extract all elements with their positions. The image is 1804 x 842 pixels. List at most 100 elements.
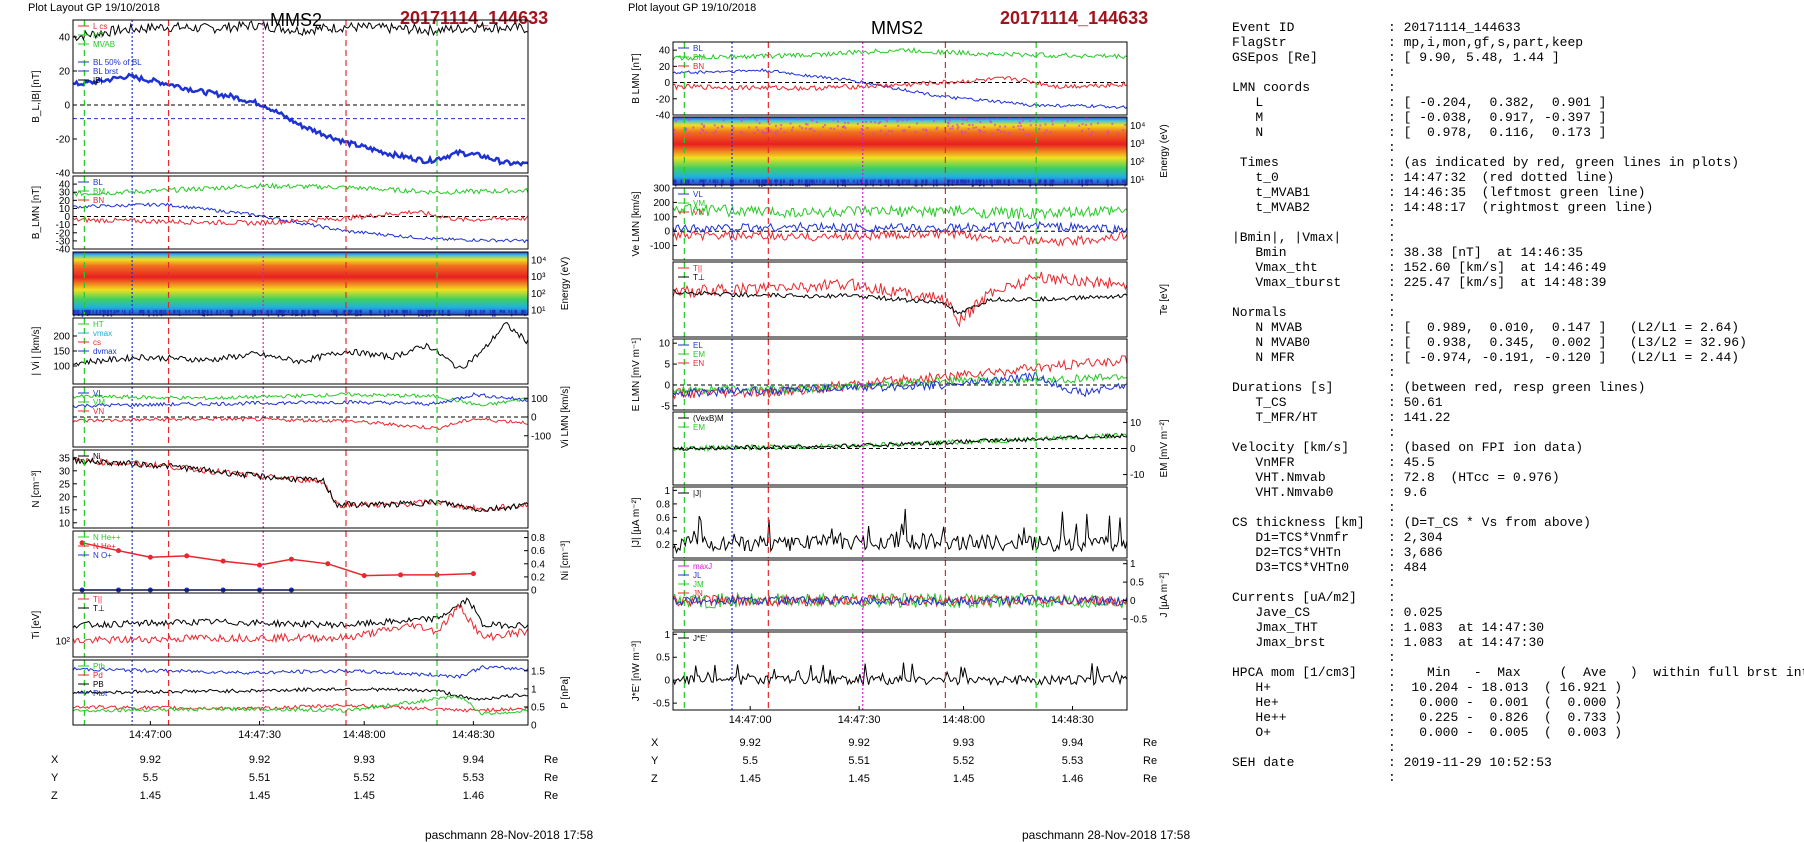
summary-row: : — [1232, 140, 1396, 155]
spectrogram-speck — [829, 127, 832, 130]
y-axis-label: |J| [µA m⁻²] — [631, 497, 642, 547]
spectrogram-speck — [673, 132, 676, 135]
series-black — [72, 597, 529, 630]
spectrogram-speck — [872, 132, 875, 135]
spectrogram-speck — [887, 117, 890, 120]
y-tick-label: 15 — [59, 505, 71, 516]
spectrogram-speck — [1124, 123, 1127, 126]
legend-entry: BL brst — [93, 67, 119, 76]
y-axis-label: Vi LMN [km/s] — [560, 386, 571, 448]
spectrogram-speck — [836, 125, 839, 128]
spectrogram-speck — [73, 309, 75, 317]
spectrogram-speck — [1107, 130, 1110, 133]
spectrogram-speck — [874, 121, 877, 124]
spectrogram-speck — [789, 122, 792, 125]
spectrogram-speck — [914, 179, 917, 187]
spectrogram-speck — [853, 117, 856, 120]
y-axis-label: Ni [cm⁻³] — [560, 540, 571, 580]
spectrogram-speck — [1111, 122, 1114, 125]
y-tick-label: -0.5 — [1130, 614, 1148, 625]
summary-key: t_0 — [1232, 170, 1389, 185]
spectrogram-speck — [252, 309, 254, 317]
position-unit: Re — [544, 754, 558, 766]
spectrogram-speck — [1043, 132, 1046, 135]
summary-row: H+ : 10.204 - 18.013 ( 16.921 ) — [1232, 680, 1622, 695]
y-tick-label: 0.6 — [656, 513, 670, 524]
spectrogram-speck — [292, 309, 295, 315]
spectrogram-speck — [884, 179, 886, 184]
spectrogram-speck — [147, 309, 149, 314]
summary-key: Vmax_tht — [1232, 260, 1389, 275]
series-black — [72, 20, 529, 42]
spectrogram-speck — [468, 309, 470, 317]
y-tick-label: 100 — [53, 362, 70, 373]
spectrogram-speck — [922, 128, 925, 131]
spectrogram-speck — [964, 131, 967, 134]
spectrogram-speck — [956, 179, 958, 184]
spectrogram-speck — [279, 309, 281, 313]
series-green — [672, 203, 1128, 221]
summary-row: : — [1232, 740, 1396, 755]
x-tick-label: 14:48:30 — [452, 729, 495, 741]
position-unit: Re — [544, 772, 558, 784]
spectrogram-speck — [951, 179, 953, 183]
spectrogram-speck — [977, 128, 980, 131]
data-point — [184, 553, 190, 559]
spectrogram-speck — [779, 179, 782, 184]
spectrogram-speck — [982, 131, 985, 134]
series-blue — [672, 67, 1128, 109]
panel-L7: 0 0.2 0.4 0.6 0.8 Ni [cm⁻³] N He++N He+N O+ — [72, 530, 571, 597]
spectrogram-speck — [879, 121, 882, 124]
spectrogram-speck — [843, 125, 846, 128]
summary-row: N : [ 0.978, 0.116, 0.173 ] — [1232, 125, 1606, 140]
spectrogram-speck — [514, 309, 516, 314]
spectrogram-speck — [770, 130, 773, 133]
position-value: 1.46 — [463, 790, 484, 802]
legend-entry: BL — [693, 44, 703, 53]
spectrogram-speck — [1045, 179, 1048, 186]
series-blue — [72, 664, 529, 679]
summary-key: Vmax_tburst — [1232, 275, 1389, 290]
spectrogram-speck — [434, 309, 436, 313]
summary-value: : 45.5 — [1388, 455, 1435, 470]
y-tick-label: 1 — [664, 630, 670, 641]
series-red — [672, 271, 1128, 328]
spectrogram-speck — [107, 309, 110, 316]
summary-value: : 50.61 — [1388, 395, 1443, 410]
spectrogram-speck — [810, 179, 813, 182]
y-tick-label: 0.5 — [1130, 578, 1144, 589]
spectrogram-speck — [906, 179, 908, 185]
spectrogram-speck — [997, 128, 1000, 131]
spectrogram-speck — [714, 130, 717, 133]
spectrogram-speck — [762, 132, 765, 135]
y-tick-label: 10³ — [531, 272, 546, 283]
spectrogram-speck — [113, 309, 116, 315]
spectrogram-speck — [267, 309, 270, 317]
spectrogram-speck — [360, 309, 362, 316]
spectrogram-speck — [709, 179, 711, 183]
spectrogram-speck — [967, 127, 970, 130]
spectrogram-speck — [428, 309, 431, 314]
spectrogram-speck — [872, 179, 874, 187]
spectrogram-speck — [420, 309, 422, 314]
y-tick-label: 0.2 — [531, 572, 545, 583]
position-unit: Re — [1143, 773, 1157, 785]
legend-entry: VN — [693, 208, 704, 217]
spectrogram-speck — [312, 309, 314, 316]
spectrogram-speck — [418, 309, 420, 317]
spectrogram-speck — [819, 133, 822, 136]
summary-row: Vmax_tht : 152.60 [km/s] at 14:46:49 — [1232, 260, 1606, 275]
spectrogram-speck — [944, 179, 946, 187]
spectrogram-speck — [976, 118, 979, 121]
spectrogram-speck — [714, 179, 717, 187]
series-red — [72, 603, 529, 645]
spectrogram-speck — [359, 309, 361, 313]
spectrogram-speck — [115, 309, 118, 313]
legend-entry: BM — [693, 53, 705, 62]
spectrogram-speck — [700, 123, 703, 126]
position-unit: Re — [1143, 737, 1157, 749]
summary-value: : — [1388, 650, 1396, 665]
spectrogram-speck — [475, 309, 477, 316]
spectrogram-speck — [222, 309, 225, 313]
spectrogram-speck — [287, 309, 290, 313]
